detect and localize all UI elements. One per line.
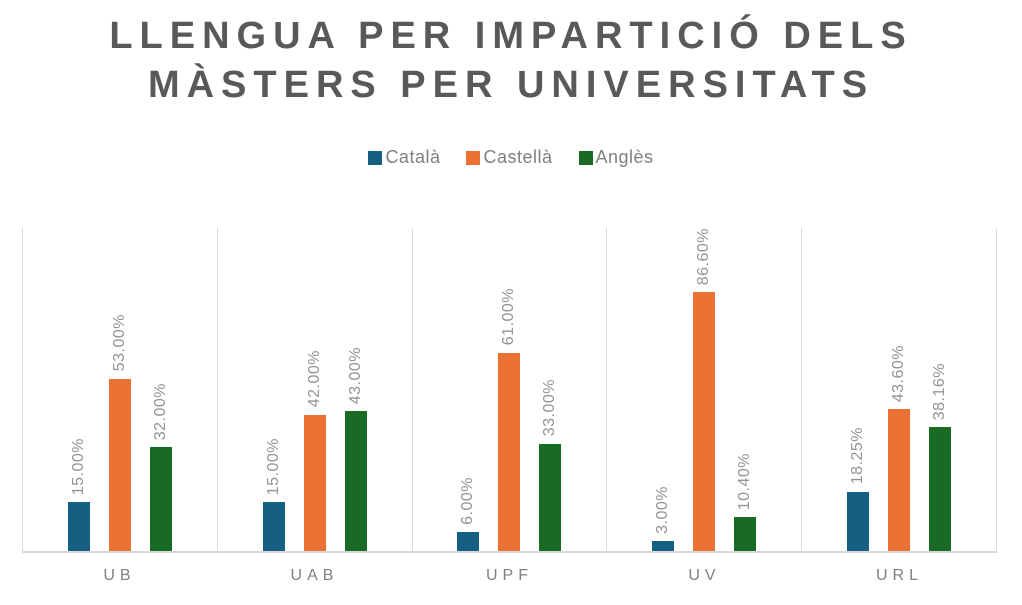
- chart-legend: Català Castellà Anglès: [0, 147, 1022, 168]
- chart-title-line-2: MÀSTERS PER UNIVERSITATS: [147, 63, 875, 106]
- bar-group-uab: 15.00% 42.00% 43.00%: [262, 228, 367, 551]
- bar-angles: [734, 517, 757, 551]
- legend-item-angles: Anglès: [578, 147, 654, 168]
- bar-column-catala-uab: 15.00%: [262, 228, 285, 551]
- bar-value-label: 6.00%: [459, 476, 477, 525]
- bar-castella: [108, 378, 131, 551]
- bar-value-label: 33.00%: [541, 379, 559, 437]
- bar-value-label: 42.00%: [305, 350, 323, 408]
- chart-panel-uab: 15.00% 42.00% 43.00%: [216, 228, 412, 551]
- legend-swatch-icon: [368, 150, 383, 165]
- bar-catala: [67, 502, 90, 551]
- legend-swatch-icon: [578, 150, 593, 165]
- bar-column-castella-uv: 86.60%: [693, 228, 716, 551]
- bar-value-label: 43.60%: [890, 345, 908, 403]
- bar-column-catala-ub: 15.00%: [67, 228, 90, 551]
- bar-column-angles-uv: 10.40%: [734, 228, 757, 551]
- bar-column-castella-ub: 53.00%: [108, 228, 131, 551]
- bar-castella: [888, 409, 911, 551]
- legend-label-castella: Castellà: [483, 147, 553, 168]
- legend-item-catala: Català: [368, 147, 440, 168]
- bar-castella: [693, 292, 716, 551]
- bar-angles: [929, 426, 952, 551]
- bar-column-catala-uv: 3.00%: [652, 228, 675, 551]
- category-label-url: URL: [875, 567, 923, 584]
- plot-panels: 15.00% 53.00% 32.00% 15.00% 42.00% 43.00% 6.00…: [22, 228, 997, 553]
- chart-panel-url: 18.25% 43.60% 38.16%: [801, 228, 997, 551]
- bar-value-label: 53.00%: [110, 314, 128, 372]
- bar-castella: [498, 352, 521, 551]
- bar-value-label: 32.00%: [151, 382, 169, 440]
- bar-catala: [457, 531, 480, 551]
- bar-value-label: 38.16%: [931, 362, 949, 420]
- bar-value-label: 15.00%: [264, 437, 282, 496]
- bar-column-castella-upf: 61.00%: [498, 228, 521, 551]
- bar-catala: [652, 541, 675, 551]
- legend-label-catala: Català: [385, 147, 441, 168]
- bar-catala: [847, 491, 870, 551]
- bar-column-catala-upf: 6.00%: [457, 228, 480, 551]
- bar-column-castella-uab: 42.00%: [303, 228, 326, 551]
- bar-value-label: 86.60%: [695, 228, 713, 286]
- bar-angles: [149, 447, 172, 551]
- category-label-upf: UPF: [486, 567, 533, 584]
- bar-group-ub: 15.00% 53.00% 32.00%: [67, 228, 172, 551]
- bar-value-label: 61.00%: [500, 288, 518, 346]
- bar-value-label: 3.00%: [654, 486, 672, 535]
- bar-angles: [539, 443, 562, 551]
- bar-catala: [262, 502, 285, 551]
- bar-value-label: 43.00%: [346, 346, 364, 405]
- bar-value-label: 15.00%: [69, 437, 87, 496]
- plot-area: 15.00% 53.00% 32.00% 15.00% 42.00% 43.00% 6.00…: [22, 228, 997, 585]
- bar-value-label: 18.25%: [849, 427, 867, 485]
- category-label-uv: UV: [688, 567, 721, 584]
- bar-column-angles-uab: 43.00%: [344, 228, 367, 551]
- chart-title-line-1: LLENGUA PER IMPARTICIÓ DELS: [109, 15, 913, 57]
- bar-column-catala-url: 18.25%: [847, 228, 870, 551]
- bar-castella: [303, 414, 326, 551]
- bar-value-label: 10.40%: [736, 452, 754, 511]
- bar-column-angles-url: 38.16%: [929, 228, 952, 551]
- legend-label-angles: Anglès: [595, 147, 654, 168]
- chart-panel-ub: 15.00% 53.00% 32.00%: [22, 228, 217, 551]
- bar-column-castella-url: 43.60%: [888, 228, 911, 551]
- category-axis: UB UAB UPF UV URL: [22, 553, 997, 585]
- bar-group-url: 18.25% 43.60% 38.16%: [847, 228, 952, 551]
- category-label-ub: UB: [103, 567, 136, 584]
- bar-column-angles-ub: 32.00%: [149, 228, 172, 551]
- bar-angles: [344, 411, 367, 551]
- bar-column-angles-upf: 33.00%: [539, 228, 562, 551]
- legend-swatch-icon: [466, 150, 481, 165]
- bar-group-uv: 3.00% 86.60% 10.40%: [652, 228, 757, 551]
- chart-panel-upf: 6.00% 61.00% 33.00%: [411, 228, 607, 551]
- chart-title: LLENGUA PER IMPARTICIÓ DELS MÀSTERS PER …: [61, 12, 961, 109]
- chart-panel-uv: 3.00% 86.60% 10.40%: [606, 228, 801, 551]
- legend-item-castella: Castellà: [466, 147, 552, 168]
- bar-group-upf: 6.00% 61.00% 33.00%: [457, 228, 562, 551]
- category-label-uab: UAB: [290, 567, 339, 584]
